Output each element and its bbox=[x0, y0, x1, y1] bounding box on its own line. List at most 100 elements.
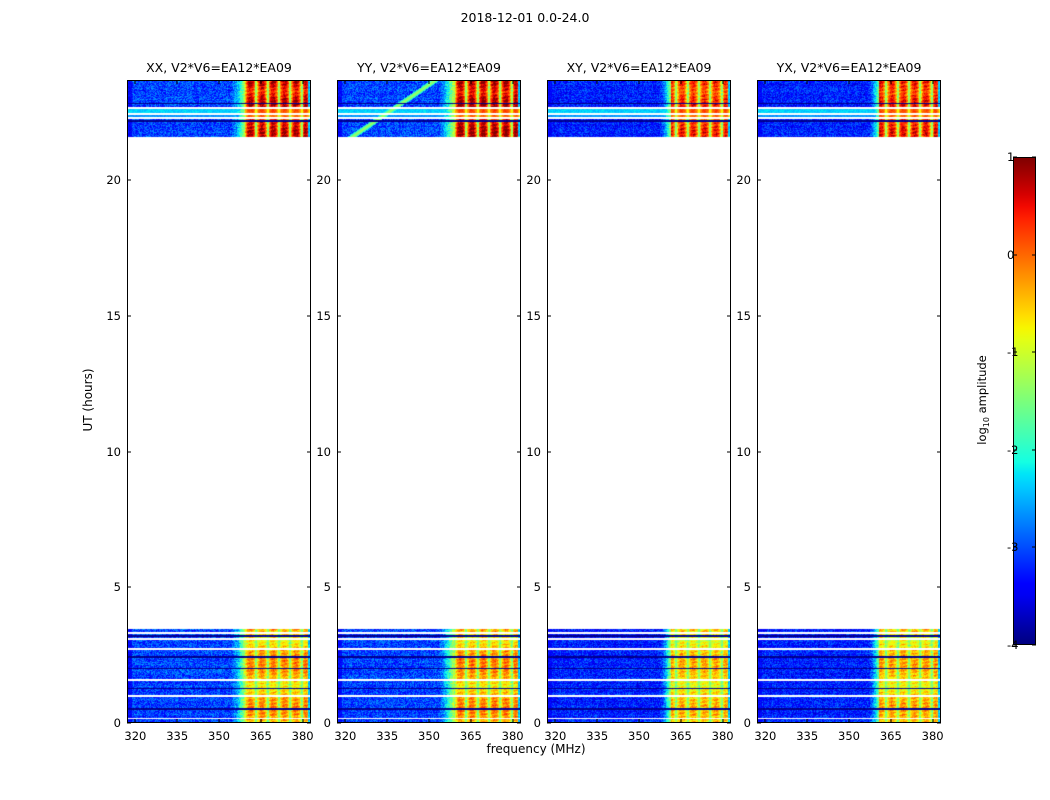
y-tick-mark bbox=[757, 179, 761, 181]
y-tick-mark bbox=[307, 586, 311, 588]
x-tick-mark bbox=[260, 719, 262, 723]
y-tick-mark bbox=[937, 586, 941, 588]
colorbar-tick-label: -3 bbox=[1007, 540, 1018, 554]
x-tick-mark bbox=[344, 719, 346, 723]
y-tick-mark bbox=[127, 586, 131, 588]
x-tick-label: 350 bbox=[628, 729, 650, 743]
x-tick-label: 335 bbox=[796, 729, 819, 743]
x-tick-label: 365 bbox=[459, 729, 482, 743]
x-tick-mark bbox=[596, 80, 598, 84]
colorbar-tick-mark bbox=[1013, 254, 1017, 256]
colorbar-tick-mark bbox=[1032, 156, 1036, 158]
y-tick-label: 10 bbox=[316, 444, 331, 459]
y-tick-mark bbox=[517, 179, 521, 181]
y-tick-mark bbox=[307, 722, 311, 724]
y-tick-mark bbox=[127, 451, 131, 453]
y-tick-mark bbox=[937, 179, 941, 181]
x-tick-mark bbox=[764, 719, 766, 723]
colorbar-label: log10 amplitude bbox=[974, 355, 992, 445]
x-tick-mark bbox=[302, 80, 304, 84]
x-tick-mark bbox=[722, 719, 724, 723]
panel-yy: YY, V2*V6=EA12*EA09 20 15 10 5 0 320 335 350 365 3… bbox=[316, 60, 523, 743]
colorbar-tick-label: 0 bbox=[1007, 247, 1015, 262]
x-tick-mark bbox=[722, 80, 724, 84]
x-tick-mark bbox=[470, 719, 472, 723]
y-tick-mark bbox=[517, 586, 521, 588]
colorbar-tick-label: -1 bbox=[1007, 345, 1018, 359]
plot-area-xy bbox=[547, 80, 731, 723]
x-tick-label: 350 bbox=[208, 729, 230, 743]
y-tick-label: 15 bbox=[736, 309, 751, 324]
x-tick-label: 320 bbox=[544, 729, 567, 743]
colorbar-tick-label: -2 bbox=[1007, 443, 1018, 457]
colorbar-tick-mark bbox=[1013, 546, 1017, 548]
x-tick-mark bbox=[638, 719, 640, 723]
plot-area-xx bbox=[127, 80, 311, 723]
y-tick-mark bbox=[517, 315, 521, 317]
x-tick-mark bbox=[680, 80, 682, 84]
x-tick-label: 335 bbox=[166, 729, 189, 743]
x-tick-mark bbox=[218, 719, 220, 723]
colorbar-tick-mark bbox=[1032, 546, 1036, 548]
y-tick-label: 15 bbox=[106, 309, 121, 324]
x-tick-mark bbox=[260, 80, 262, 84]
x-tick-mark bbox=[680, 719, 682, 723]
x-tick-mark bbox=[764, 80, 766, 84]
y-tick-mark bbox=[337, 315, 341, 317]
x-tick-mark bbox=[932, 80, 934, 84]
x-tick-mark bbox=[806, 719, 808, 723]
colorbar-tick-mark bbox=[1032, 449, 1036, 451]
x-tick-mark bbox=[176, 719, 178, 723]
y-tick-label: 5 bbox=[533, 580, 541, 595]
panel-title-xx: XX, V2*V6=EA12*EA09 bbox=[146, 60, 292, 75]
panel-title-yy: YY, V2*V6=EA12*EA09 bbox=[357, 60, 501, 75]
x-tick-mark bbox=[554, 719, 556, 723]
x-tick-label: 380 bbox=[921, 729, 944, 743]
y-tick-mark bbox=[547, 722, 551, 724]
x-tick-label: 320 bbox=[124, 729, 147, 743]
y-tick-mark bbox=[937, 722, 941, 724]
y-tick-label: 0 bbox=[533, 716, 541, 730]
y-tick-label: 10 bbox=[736, 444, 751, 459]
y-tick-label: 0 bbox=[743, 716, 751, 730]
y-tick-label: 10 bbox=[106, 444, 121, 459]
colorbar-tick-mark bbox=[1013, 156, 1017, 158]
panel-title-yx: YX, V2*V6=EA12*EA09 bbox=[776, 60, 922, 75]
colorbar bbox=[1013, 157, 1036, 645]
colorbar-tick-mark bbox=[1032, 351, 1036, 353]
y-tick-mark bbox=[727, 586, 731, 588]
x-tick-mark bbox=[848, 80, 850, 84]
x-tick-label: 335 bbox=[376, 729, 399, 743]
y-tick-mark bbox=[127, 179, 131, 181]
y-tick-mark bbox=[307, 315, 311, 317]
heatmap-xx bbox=[128, 81, 310, 722]
x-tick-label: 350 bbox=[838, 729, 860, 743]
y-tick-mark bbox=[727, 722, 731, 724]
x-tick-label: 365 bbox=[879, 729, 902, 743]
y-tick-label: 0 bbox=[323, 716, 331, 730]
colorbar-tick-mark bbox=[1032, 254, 1036, 256]
y-tick-mark bbox=[757, 451, 761, 453]
x-tick-label: 365 bbox=[669, 729, 692, 743]
y-tick-mark bbox=[547, 179, 551, 181]
x-tick-mark bbox=[932, 719, 934, 723]
y-tick-mark bbox=[517, 722, 521, 724]
y-tick-label: 20 bbox=[526, 173, 541, 188]
colorbar-tick-mark bbox=[1013, 449, 1017, 451]
plot-area-yy bbox=[337, 80, 521, 723]
y-tick-mark bbox=[307, 179, 311, 181]
colorbar-tick-mark bbox=[1032, 644, 1036, 646]
x-tick-label: 350 bbox=[418, 729, 440, 743]
y-tick-mark bbox=[757, 722, 761, 724]
y-tick-mark bbox=[757, 315, 761, 317]
x-tick-label: 320 bbox=[334, 729, 357, 743]
y-tick-label: 5 bbox=[743, 580, 751, 595]
panel-yx: YX, V2*V6=EA12*EA09 20 15 10 5 0 320 335 350 365 3… bbox=[736, 60, 943, 743]
y-tick-label: 10 bbox=[526, 444, 541, 459]
y-tick-mark bbox=[337, 722, 341, 724]
y-tick-mark bbox=[547, 586, 551, 588]
x-tick-mark bbox=[302, 719, 304, 723]
heatmap-yy bbox=[338, 81, 520, 722]
x-tick-label: 380 bbox=[711, 729, 734, 743]
y-axis-label: UT (hours) bbox=[81, 368, 95, 432]
